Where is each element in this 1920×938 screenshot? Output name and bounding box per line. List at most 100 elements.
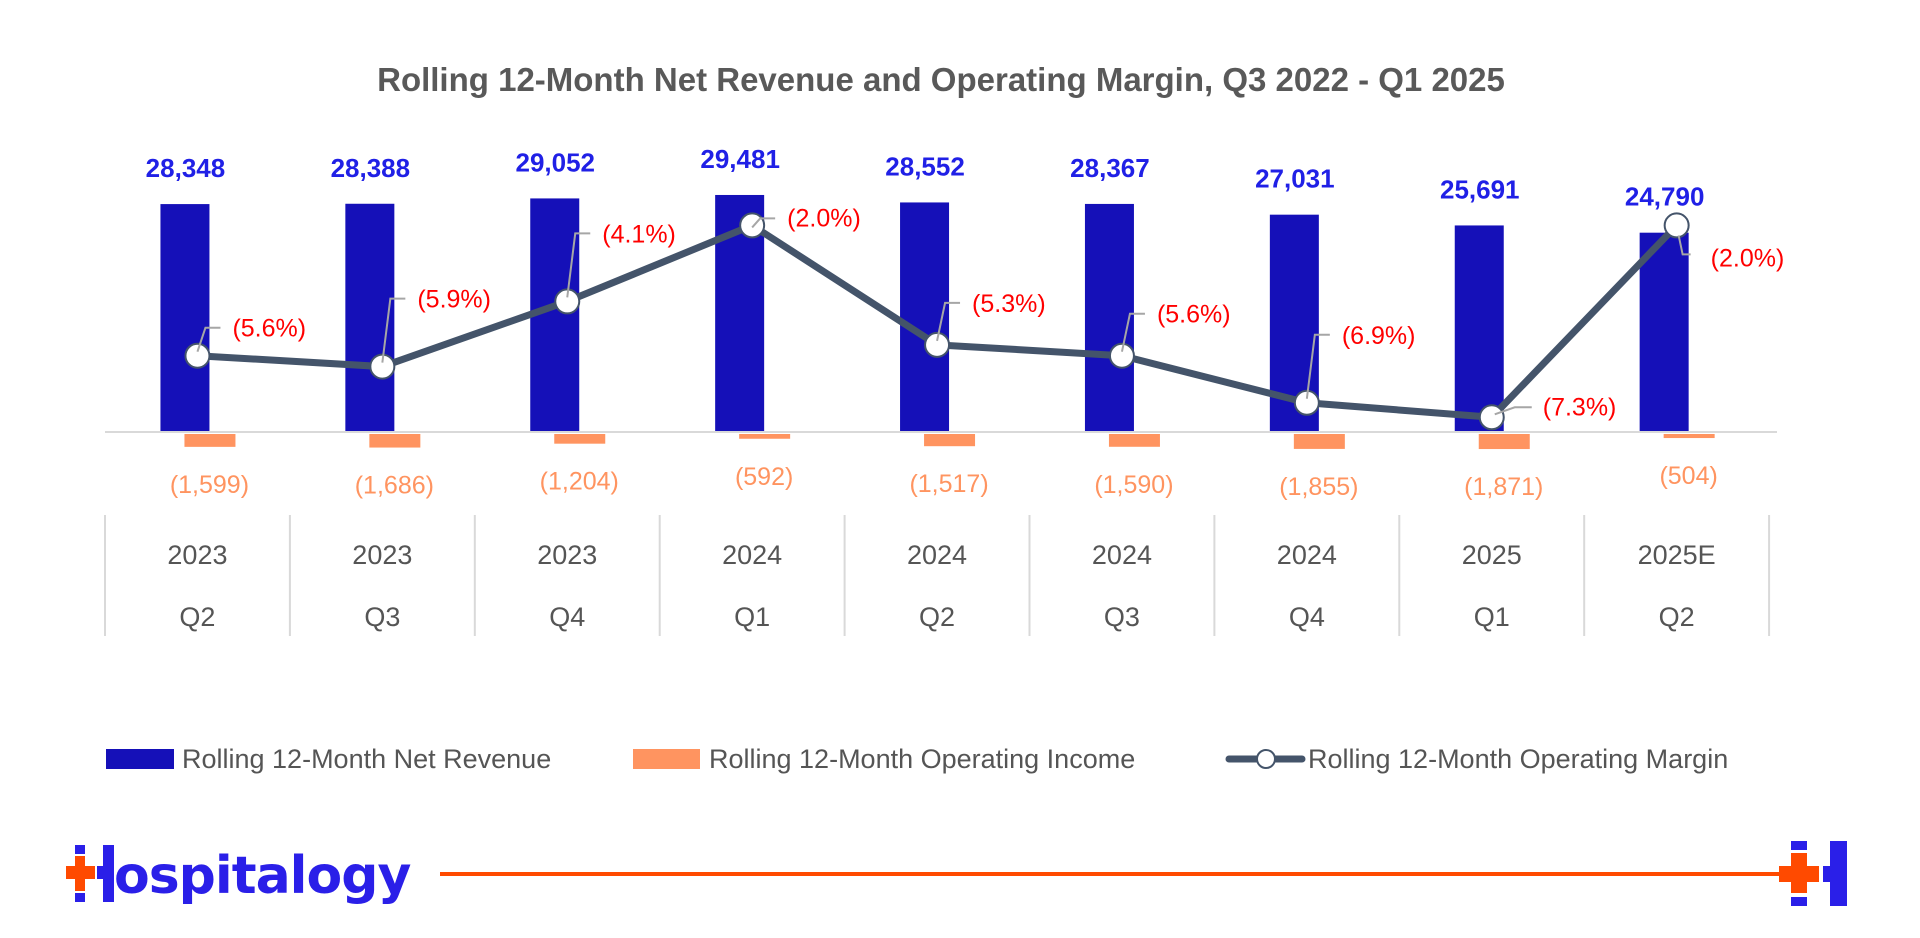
- margin-label-leader-line: [751, 217, 776, 229]
- category-year-label: 2023: [167, 540, 227, 570]
- category-axis: 2023 Q2 2023 Q3 2023 Q4 2024 Q1 2024 Q2 2024 Q3 2024…: [104, 515, 1771, 636]
- logo-h-bottom-stub: [75, 893, 85, 902]
- margin-label-leader-line: [566, 232, 591, 298]
- margin-data-label: (4.1%): [602, 220, 676, 248]
- category-quarter-label: Q4: [1289, 602, 1325, 632]
- margin-data-label: (2.0%): [1711, 244, 1785, 272]
- revenue-bar: [1639, 232, 1689, 432]
- income-bar: [554, 434, 606, 444]
- income-data-label: (1,871): [1464, 473, 1543, 501]
- mark-h-right-bar: [1830, 841, 1847, 906]
- category-quarter-label: Q1: [1474, 602, 1510, 632]
- income-data-label: (592): [735, 463, 793, 491]
- mark-h-crossbar: [1823, 866, 1831, 882]
- income-bars: [184, 434, 1715, 450]
- category-year-label: 2024: [1277, 540, 1337, 570]
- margin-label-leader-line: [1120, 312, 1145, 352]
- margin-marker: [739, 212, 766, 239]
- margin-label-leader-line: [1305, 333, 1330, 399]
- income-data-label: (504): [1659, 462, 1717, 490]
- logo-h-top-stub: [75, 845, 85, 854]
- mark-bottom-stub: [1791, 897, 1807, 906]
- revenue-bar: [160, 204, 210, 432]
- logo-wordmark: ospitalogy: [114, 846, 410, 906]
- revenue-data-label: 28,552: [885, 151, 965, 181]
- revenue-data-label: 29,052: [515, 147, 595, 177]
- revenue-bar: [1084, 203, 1134, 432]
- category-quarter-label: Q2: [1659, 602, 1695, 632]
- income-bar: [1478, 434, 1530, 450]
- income-bar: [924, 434, 976, 447]
- category-year-label: 2025: [1462, 540, 1522, 570]
- margin-label-leader-line: [936, 301, 961, 342]
- legend-item-margin[interactable]: Rolling 12-Month Operating Margin: [1225, 744, 1728, 774]
- category-year-label: 2024: [722, 540, 782, 570]
- category-quarter-label: Q3: [364, 602, 400, 632]
- income-data-label: (1,517): [909, 470, 988, 498]
- category-quarter-label: Q1: [734, 602, 770, 632]
- hospitalogy-mark-icon: [1779, 841, 1847, 906]
- category-quarter-label: Q2: [179, 602, 215, 632]
- legend-swatch-revenue: [106, 749, 174, 769]
- revenue-data-label: 25,691: [1440, 174, 1520, 204]
- margin-data-label: (5.6%): [232, 315, 306, 343]
- margin-marker: [924, 331, 951, 358]
- margin-data-label: (7.3%): [1543, 393, 1617, 421]
- category-year-label: 2023: [537, 540, 597, 570]
- legend-label-margin: Rolling 12-Month Operating Margin: [1308, 744, 1728, 774]
- logo-h-crossbar: [97, 866, 103, 879]
- revenue-bar: [1454, 225, 1504, 432]
- logo-h-right-bar: [103, 845, 114, 902]
- margin-data-label: (6.9%): [1342, 322, 1416, 350]
- income-bar: [739, 434, 791, 439]
- margin-marker: [1478, 404, 1505, 431]
- income-labels: (1,599) (1,686) (1,204) (592) (1,517) (1,590)…: [170, 462, 1718, 501]
- chart-title: Rolling 12-Month Net Revenue and Operati…: [377, 61, 1505, 98]
- legend-item-revenue[interactable]: Rolling 12-Month Net Revenue: [106, 744, 551, 774]
- revenue-data-label: 29,481: [700, 144, 780, 174]
- mark-top-stub: [1791, 841, 1807, 850]
- mark-cross-horizontal: [1779, 866, 1819, 882]
- margin-data-label: (5.9%): [417, 286, 491, 314]
- legend: Rolling 12-Month Net Revenue Rolling 12-…: [106, 744, 1728, 774]
- revenue-labels: 28,348 28,388 29,052 29,481 28,552 28,367 27,0…: [146, 144, 1705, 212]
- margin-marker: [184, 342, 211, 369]
- margin-line-series: (5.6%) (5.9%) (4.1%) (2.0%) (5.3%) (5.6%) (6.9…: [184, 204, 1785, 431]
- category-quarter-label: Q3: [1104, 602, 1140, 632]
- margin-data-label: (5.6%): [1157, 301, 1231, 329]
- income-data-label: (1,686): [355, 472, 434, 500]
- category-quarter-label: Q4: [549, 602, 585, 632]
- income-data-label: (1,590): [1094, 471, 1173, 499]
- legend-label-income: Rolling 12-Month Operating Income: [709, 744, 1135, 774]
- margin-label-leader-line: [196, 326, 221, 353]
- income-bar: [184, 434, 236, 447]
- logo-cross-horizontal: [66, 866, 95, 879]
- hospitalogy-logo: ospitalogy: [66, 845, 411, 906]
- revenue-data-label: 24,790: [1625, 182, 1705, 212]
- income-bar: [1663, 434, 1715, 439]
- income-data-label: (1,855): [1279, 473, 1358, 501]
- legend-item-income[interactable]: Rolling 12-Month Operating Income: [633, 744, 1135, 774]
- revenue-data-label: 28,348: [146, 153, 226, 183]
- category-quarter-label: Q2: [919, 602, 955, 632]
- income-bar: [369, 434, 421, 448]
- revenue-bar: [345, 203, 395, 432]
- margin-label-leader-line: [381, 297, 406, 363]
- revenue-data-label: 27,031: [1255, 164, 1335, 194]
- margin-data-label: (5.3%): [972, 290, 1046, 318]
- legend-swatch-margin-marker: [1256, 749, 1276, 769]
- income-bar: [1108, 434, 1160, 447]
- category-year-label: 2024: [1092, 540, 1152, 570]
- margin-label-leader-line: [1494, 406, 1532, 416]
- revenue-data-label: 28,367: [1070, 153, 1150, 183]
- income-data-label: (1,204): [540, 468, 619, 496]
- margin-marker: [1663, 212, 1690, 239]
- margin-data-label: (2.0%): [787, 204, 861, 232]
- income-data-label: (1,599): [170, 471, 249, 499]
- legend-label-revenue: Rolling 12-Month Net Revenue: [182, 744, 551, 774]
- revenue-bar: [900, 202, 950, 432]
- category-year-label: 2025E: [1638, 540, 1716, 570]
- category-year-label: 2023: [352, 540, 412, 570]
- revenue-data-label: 28,388: [331, 153, 411, 183]
